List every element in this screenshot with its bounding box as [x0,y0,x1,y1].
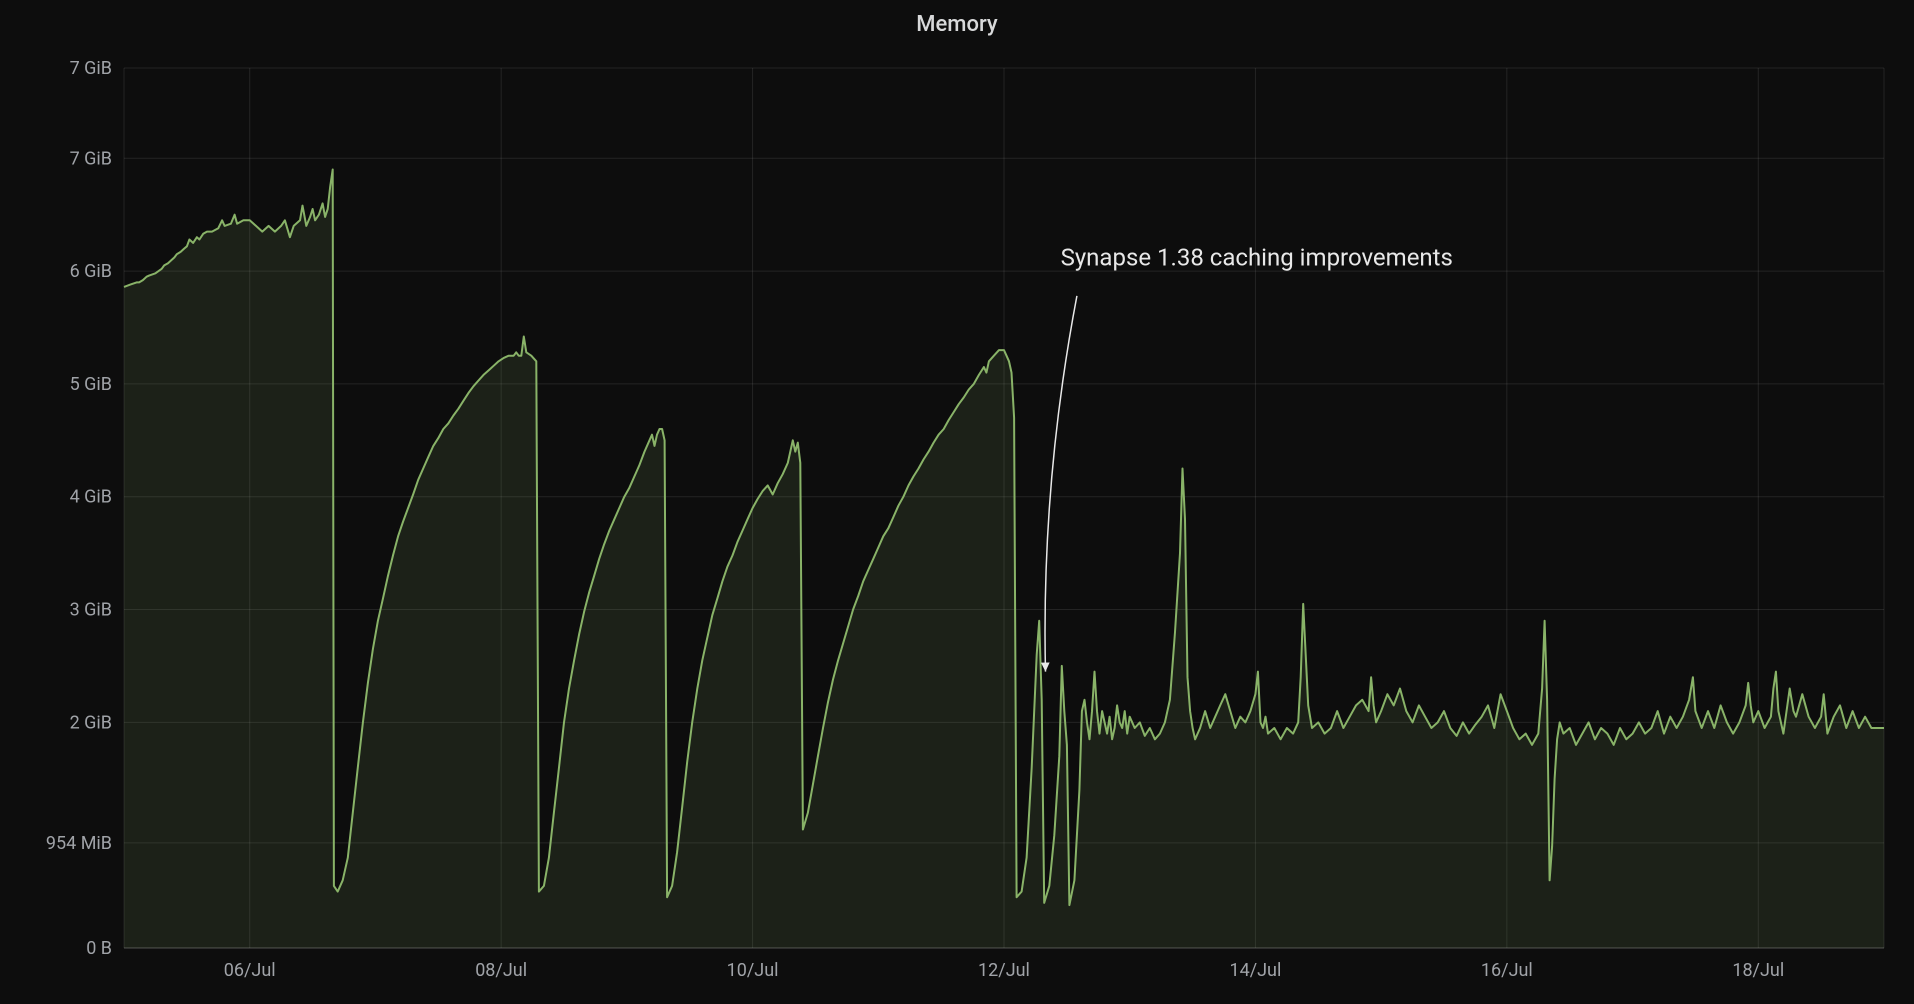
y-tick-label: 6 GiB [70,261,112,282]
x-tick-label: 16/Jul [1481,960,1533,981]
memory-panel: Memory 0 B 954 MiB 2 GiB 3 GiB 4 GiB 5 GiB 6 G… [0,0,1914,1004]
y-tick-label: 5 GiB [70,374,112,395]
x-tick-label: 18/Jul [1732,960,1784,981]
y-tick-label: 3 GiB [70,600,112,621]
chart-container: 0 B 954 MiB 2 GiB 3 GiB 4 GiB 5 GiB 6 GiB 7 GiB… [0,48,1914,1004]
y-tick-label: 4 GiB [70,487,112,508]
y-tick-label: 7 GiB [70,58,112,79]
x-tick-label: 06/Jul [224,960,276,981]
x-tick-label: 08/Jul [475,960,527,981]
annotation-arrowhead [1041,662,1050,671]
y-tick-label: 954 MiB [46,833,112,854]
y-tick-label: 0 B [86,938,112,959]
annotation-arrow [1045,296,1077,672]
y-tick-label: 7 GiB [70,148,112,169]
panel-title: Memory [0,0,1914,37]
y-tick-label: 2 GiB [70,712,112,733]
annotation-label: Synapse 1.38 caching improvements [1061,243,1453,271]
x-tick-label: 10/Jul [727,960,779,981]
x-tick-label: 12/Jul [978,960,1030,981]
x-tick-label: 14/Jul [1229,960,1281,981]
memory-chart[interactable]: 0 B 954 MiB 2 GiB 3 GiB 4 GiB 5 GiB 6 GiB 7 GiB… [0,48,1914,1004]
